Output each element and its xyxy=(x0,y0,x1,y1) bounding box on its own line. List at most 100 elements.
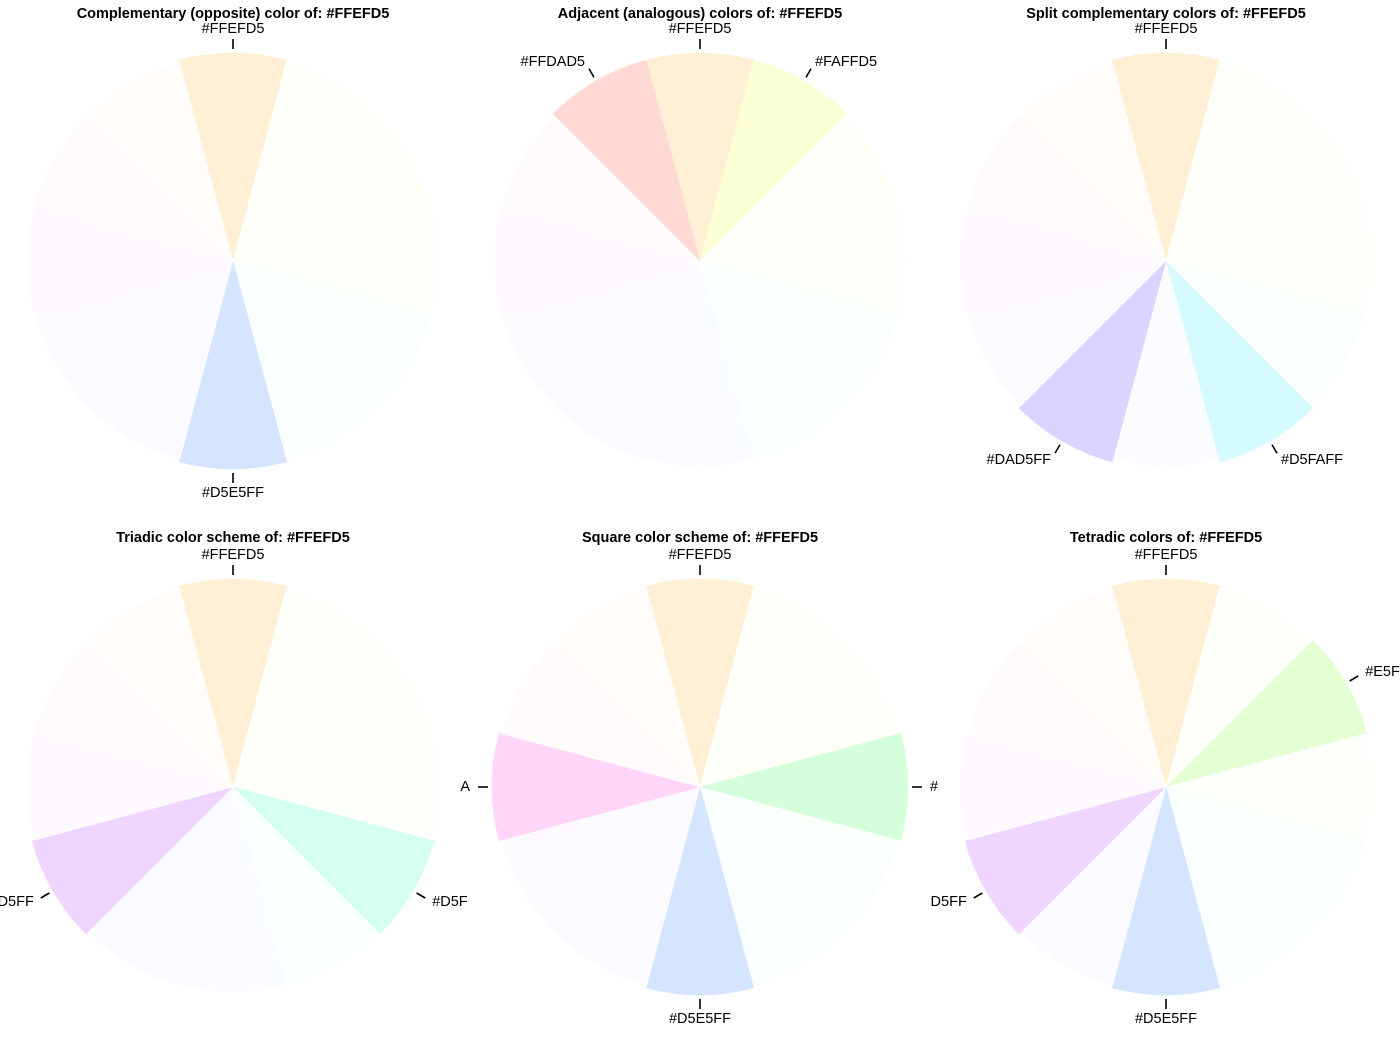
label-tick xyxy=(973,892,983,899)
panel-title: Adjacent (analogous) colors of: #FFEFD5 xyxy=(558,6,842,22)
slice-labels: #FFEFD5 #E5F #D5E5FF D5FF xyxy=(931,547,1400,1027)
pie-slice xyxy=(232,641,432,788)
pie-slice xyxy=(1165,115,1365,262)
pie-slice xyxy=(646,260,754,467)
pie-slice xyxy=(232,115,432,262)
label-tick xyxy=(40,892,50,899)
pie-wheel xyxy=(27,52,439,470)
pie-slice-highlighted xyxy=(178,52,288,262)
pie-slice xyxy=(960,207,1167,315)
slice-label: #FFEFD5 xyxy=(202,21,265,37)
pie-wheel xyxy=(491,578,909,996)
pie-slice xyxy=(967,641,1167,788)
pie-slice xyxy=(699,786,846,986)
pie-slice xyxy=(967,260,1167,407)
pie-slice-highlighted xyxy=(178,260,288,470)
pie-slice xyxy=(699,786,899,933)
label-tick xyxy=(1054,444,1061,454)
slice-label: #FFEFD5 xyxy=(669,21,732,37)
pie-slice xyxy=(554,588,701,788)
pie-slice xyxy=(232,207,439,315)
pie-slice xyxy=(501,115,701,262)
pie-slice-highlighted xyxy=(31,786,234,935)
pie-wheel xyxy=(960,578,1372,996)
label-tick xyxy=(805,68,812,78)
pie-slice xyxy=(34,641,234,788)
color-wheel-panel-1: Complementary (opposite) color of: #FFEF… xyxy=(27,6,439,501)
pie-slice xyxy=(27,207,234,315)
pie-wheel xyxy=(494,52,906,467)
slice-labels: #FFEFD5 # #D5E5FF A xyxy=(460,547,938,1027)
color-wheel-panel-4: Triadic color scheme of: #FFEFD5#FFEFD5#… xyxy=(0,530,468,993)
slice-label: #DAD5FF xyxy=(987,452,1052,468)
pie-slice xyxy=(232,260,432,407)
label-tick xyxy=(416,892,426,899)
slice-label: #D5E5FF xyxy=(1135,1011,1197,1027)
panel-title: Triadic color scheme of: #FFEFD5 xyxy=(116,530,350,546)
pie-slice xyxy=(699,260,846,460)
pie-slice xyxy=(232,260,379,460)
slice-label: #D5FAFF xyxy=(1281,452,1343,468)
slice-labels: #FFEFD5 #D5F D5FF xyxy=(0,547,468,910)
slice-labels: #FFEFD5 #FAFFD5 #FFDAD5 xyxy=(521,21,877,78)
pie-slice-highlighted xyxy=(645,786,755,996)
pie-slice xyxy=(554,786,701,986)
pie-slice xyxy=(87,786,234,986)
pie-slice xyxy=(501,641,701,788)
slice-label: #FFEFD5 xyxy=(1135,547,1198,563)
pie-slice-highlighted xyxy=(1165,639,1368,788)
pie-slice xyxy=(699,207,906,315)
pie-slice-highlighted xyxy=(1165,260,1314,463)
pie-slice xyxy=(501,260,701,407)
slice-label: #D5E5FF xyxy=(669,1011,731,1027)
slice-label: D5FF xyxy=(0,894,34,910)
pie-slice xyxy=(699,115,899,262)
pie-slice-highlighted xyxy=(552,59,701,262)
slice-label: #FFEFD5 xyxy=(1135,21,1198,37)
pie-slice-highlighted xyxy=(645,52,755,262)
slice-labels: #FFEFD5 #D5FAFF #DAD5FF xyxy=(987,21,1344,468)
panel-title: Square color scheme of: #FFEFD5 xyxy=(582,530,818,546)
slice-labels: #FFEFD5 #D5E5FF xyxy=(202,21,265,501)
pie-slice xyxy=(699,260,899,407)
pie-slice xyxy=(967,115,1167,262)
pie-slice xyxy=(1165,786,1312,986)
pie-slice xyxy=(1165,786,1365,933)
pie-slice xyxy=(1165,733,1372,841)
color-wheel-panel-3: Split complementary colors of: #FFEFD5#F… xyxy=(960,6,1372,468)
pie-slice xyxy=(501,786,701,933)
panel-title: Complementary (opposite) color of: #FFEF… xyxy=(77,6,390,22)
slice-label: #FFEFD5 xyxy=(669,547,732,563)
pie-slice xyxy=(87,588,234,788)
pie-slice xyxy=(232,62,379,262)
slice-label: #D5E5FF xyxy=(202,485,264,501)
pie-slice xyxy=(1165,260,1365,407)
slice-label: A xyxy=(460,779,470,795)
pie-wheel xyxy=(960,52,1372,467)
pie-slice xyxy=(699,588,846,788)
pie-slice-highlighted xyxy=(1111,578,1221,788)
pie-slice xyxy=(179,786,287,993)
pie-slice xyxy=(1020,786,1167,986)
pie-slice xyxy=(1165,588,1312,788)
pie-slice xyxy=(960,733,1167,841)
pie-slice xyxy=(554,260,701,460)
pie-slice-highlighted xyxy=(699,732,909,842)
pie-slice xyxy=(1020,588,1167,788)
pie-slice-highlighted xyxy=(491,732,701,842)
pie-slice xyxy=(699,641,899,788)
pie-slice-highlighted xyxy=(1111,52,1221,262)
pie-slice xyxy=(34,115,234,262)
slice-label: #E5F xyxy=(1365,664,1400,680)
pie-slice-highlighted xyxy=(645,578,755,788)
pie-slice-highlighted xyxy=(964,786,1167,935)
pie-slice xyxy=(1165,207,1372,315)
pie-slice xyxy=(87,260,234,460)
color-wheel-panel-2: Adjacent (analogous) colors of: #FFEFD5#… xyxy=(494,6,906,467)
pie-slice xyxy=(27,733,234,841)
slice-label: #FAFFD5 xyxy=(815,54,877,70)
pie-slice xyxy=(232,786,379,986)
pie-slice xyxy=(1020,62,1167,262)
pie-slice xyxy=(1165,62,1312,262)
label-tick xyxy=(1271,444,1278,454)
